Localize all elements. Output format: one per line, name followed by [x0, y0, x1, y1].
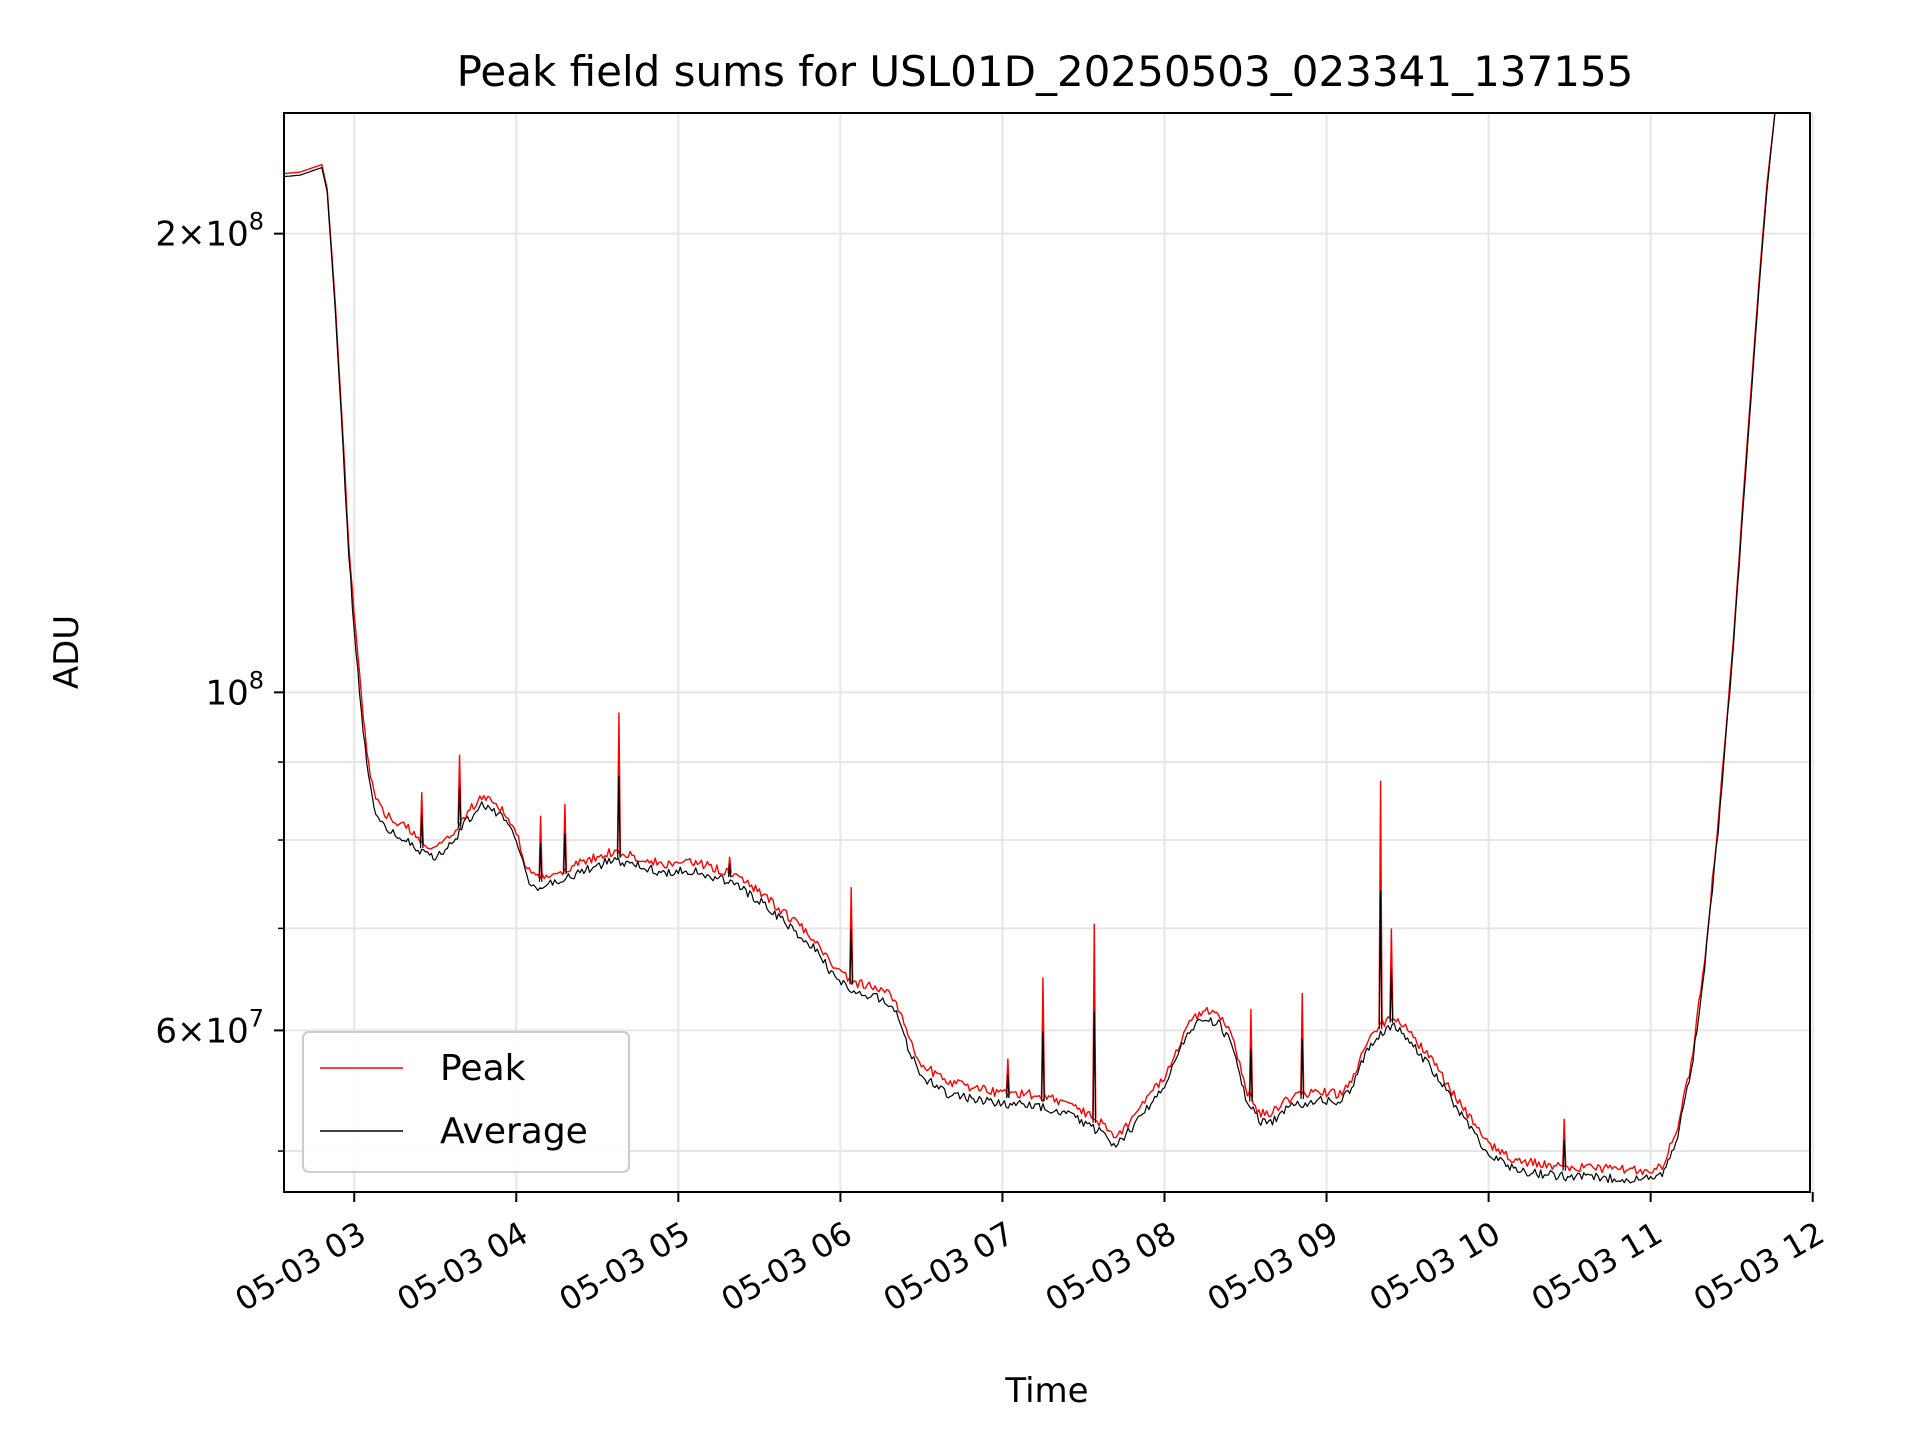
- spike-average: [1389, 969, 1394, 1023]
- x-axis-label: Time: [1004, 1371, 1088, 1411]
- spike-average: [538, 843, 543, 882]
- spike-average: [563, 833, 567, 875]
- spike-average: [1300, 1038, 1305, 1100]
- y-tick-label: 6×107: [155, 1004, 264, 1051]
- plot-frame: [283, 112, 1811, 1193]
- series-line-average: [284, 113, 1776, 1184]
- y-axis-label: ADU: [47, 615, 87, 689]
- spike-average: [1041, 1031, 1045, 1102]
- spike-average: [419, 815, 424, 849]
- y-tick-label: 2×108: [155, 208, 264, 255]
- legend-label-average: Average: [440, 1111, 588, 1152]
- spike-average: [1006, 1074, 1010, 1099]
- y-tick-label: 108: [205, 666, 264, 713]
- spike-peak: [727, 856, 732, 874]
- legend-label-peak: Peak: [440, 1048, 526, 1089]
- spike-peak: [1005, 1058, 1011, 1095]
- spike-average: [1562, 1140, 1567, 1171]
- grid: [284, 113, 1814, 1192]
- chart-title: Peak field sums for USL01D_20250503_0233…: [457, 47, 1634, 96]
- spike-average: [849, 929, 853, 985]
- y-axis: 108 6×107 2×108: [155, 208, 284, 1152]
- series-layer: [284, 113, 1776, 1184]
- series-line-peak: [284, 113, 1776, 1175]
- legend: Peak Average: [302, 1031, 630, 1173]
- spike-average: [617, 776, 621, 858]
- legend-box: [302, 1031, 630, 1173]
- spike-average: [1249, 1048, 1253, 1102]
- spike-average: [1378, 890, 1383, 1029]
- spike-average: [1092, 1011, 1097, 1123]
- spike-average: [457, 785, 462, 828]
- spike-average: [727, 864, 732, 878]
